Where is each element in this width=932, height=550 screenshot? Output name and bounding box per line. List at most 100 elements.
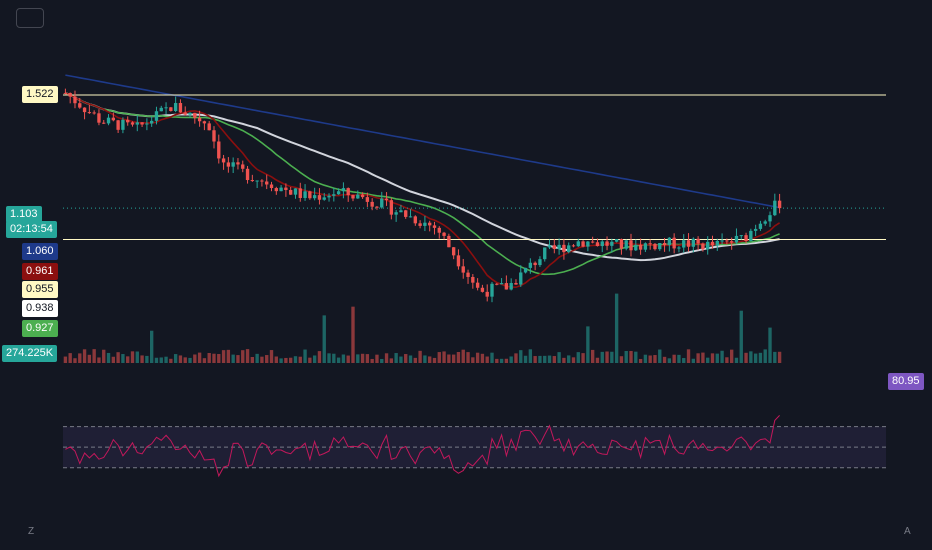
candle-body — [528, 262, 533, 268]
candle-body — [164, 107, 168, 109]
candle-body — [375, 206, 379, 208]
volume-bar — [149, 330, 154, 363]
toolbar-button[interactable] — [16, 8, 44, 28]
volume-bar — [217, 354, 221, 363]
candle-body — [581, 241, 585, 247]
volume-bar — [336, 357, 341, 363]
volume-bar — [768, 327, 772, 363]
volume-bar — [130, 351, 135, 363]
volume-bar — [595, 357, 600, 363]
candle-body — [289, 189, 293, 195]
volume-bar — [317, 351, 322, 363]
candle-body — [102, 122, 106, 124]
candle-body — [538, 259, 542, 266]
volume-bar — [212, 353, 216, 363]
volume-bar — [197, 352, 202, 363]
zoom-label[interactable]: Z — [28, 526, 35, 537]
moving-average-line — [65, 74, 780, 209]
volume-bar — [533, 356, 537, 363]
auto-scale-label[interactable]: A — [904, 526, 911, 537]
volume-bar — [638, 358, 643, 363]
candle-body — [586, 241, 590, 247]
candle-body — [399, 210, 403, 213]
volume-bar — [691, 358, 696, 363]
volume-bar — [188, 357, 192, 363]
candle-body — [274, 188, 278, 192]
candle-body — [720, 240, 724, 242]
candle-body — [241, 164, 245, 169]
volume-bar — [538, 355, 542, 363]
candle-body — [130, 122, 135, 125]
candle-body — [605, 241, 609, 246]
volume-bar — [763, 349, 767, 363]
volume-bar — [619, 356, 624, 363]
last-price-label: 1.103 — [6, 206, 42, 223]
candle-body — [250, 180, 255, 182]
candle-body — [710, 241, 715, 246]
volume-bar — [255, 353, 259, 363]
volume-bar — [648, 355, 652, 363]
rsi-line — [65, 415, 780, 478]
candle-body — [466, 272, 470, 277]
volume-bar — [418, 350, 422, 363]
volume-bar — [121, 354, 125, 363]
candle-body — [557, 244, 561, 250]
candle-body — [92, 112, 96, 114]
candle-body — [384, 198, 389, 201]
volume-bar — [499, 358, 504, 363]
volume-bar — [552, 356, 556, 363]
candle-body — [456, 255, 461, 267]
candle-body — [619, 239, 624, 249]
candle-body — [777, 200, 782, 209]
volume-bar — [360, 353, 365, 363]
candle-body — [389, 200, 394, 215]
volume-bar — [456, 351, 461, 363]
candle-body — [480, 287, 485, 292]
ma-green-label: 0.927 — [22, 320, 58, 337]
candle-body — [729, 241, 734, 243]
candle-body — [408, 216, 413, 218]
volume-bar — [394, 353, 398, 363]
volume-bar — [614, 293, 619, 363]
volume-bar — [389, 358, 394, 363]
volume-bar — [605, 351, 609, 363]
candle-body — [73, 96, 77, 104]
candle-body — [485, 291, 489, 297]
candle-body — [677, 247, 681, 249]
candle-body — [365, 197, 370, 202]
volume-bars — [63, 293, 782, 363]
candle-body — [121, 119, 125, 130]
candle-body — [682, 240, 686, 248]
candle-body — [749, 230, 753, 242]
candle-body — [207, 123, 211, 131]
volume-bar — [226, 349, 231, 363]
candle-body — [140, 122, 144, 125]
volume-bar — [562, 357, 566, 363]
candle-body — [173, 103, 178, 111]
moving-average-line — [65, 92, 780, 276]
volume-bar — [557, 352, 561, 363]
candle-body — [504, 283, 509, 290]
volume-bar — [97, 357, 101, 363]
volume-bar — [447, 354, 451, 363]
candle-body — [432, 225, 437, 228]
candle-body — [231, 162, 235, 167]
candle-body — [284, 187, 288, 190]
candle-body — [279, 187, 283, 192]
volume-bar — [293, 356, 298, 363]
candle-body — [461, 266, 465, 273]
volume-bar — [140, 355, 144, 363]
volume-bar — [327, 353, 331, 363]
volume-bar — [528, 349, 533, 363]
volume-bar — [356, 354, 360, 363]
candle-body — [643, 243, 648, 250]
volume-bar — [653, 355, 657, 363]
volume-bar — [634, 351, 638, 363]
ma-red-label: 0.961 — [22, 263, 58, 280]
volume-bar — [322, 315, 326, 363]
volume-bar — [471, 357, 475, 363]
volume-bar — [241, 350, 245, 363]
candle-body — [744, 235, 748, 242]
candle-body — [221, 158, 226, 163]
